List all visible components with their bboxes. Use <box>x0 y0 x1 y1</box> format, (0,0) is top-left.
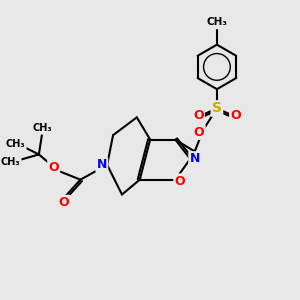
Text: N: N <box>190 152 200 165</box>
Text: CH₃: CH₃ <box>32 123 52 133</box>
Text: O: O <box>175 175 185 188</box>
Text: S: S <box>212 101 222 116</box>
Text: O: O <box>48 161 59 174</box>
Text: O: O <box>194 126 204 139</box>
Text: CH₃: CH₃ <box>206 17 227 27</box>
Text: CH₃: CH₃ <box>1 157 20 167</box>
Text: O: O <box>59 196 69 209</box>
Text: O: O <box>193 110 203 122</box>
Text: CH₃: CH₃ <box>6 139 26 149</box>
Text: O: O <box>230 110 241 122</box>
Text: N: N <box>97 158 107 171</box>
